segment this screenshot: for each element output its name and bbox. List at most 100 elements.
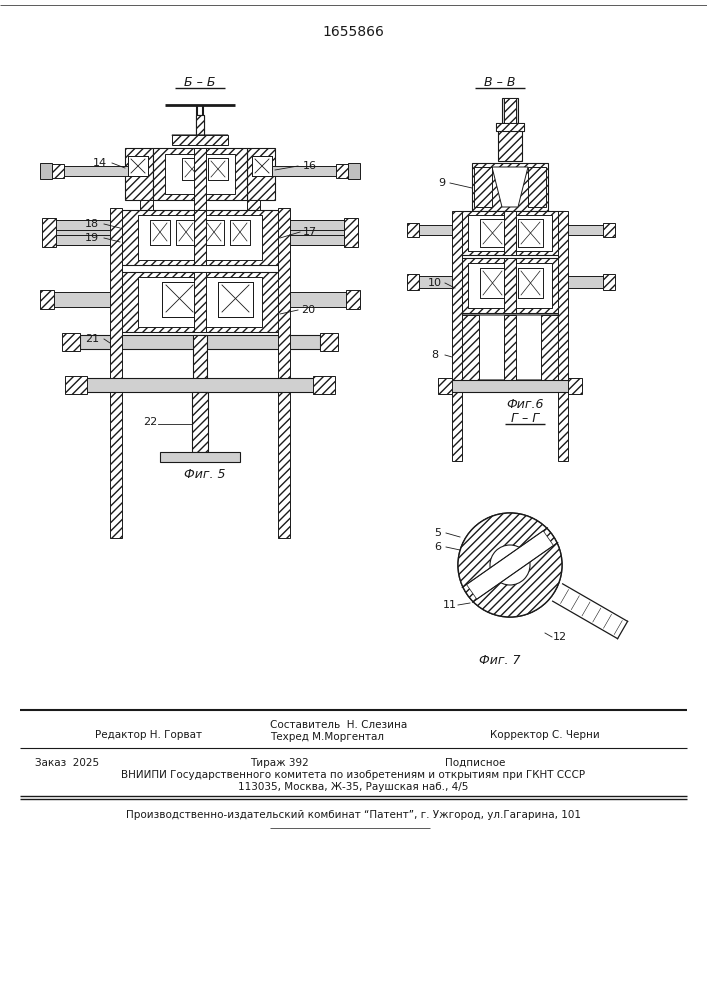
Bar	[518, 219, 543, 247]
Bar	[80, 335, 320, 349]
Bar	[344, 218, 358, 247]
Bar	[455, 211, 565, 255]
Bar	[558, 211, 568, 461]
Text: Производственно-издательский комбинат “Патент”, г. Ужгород, ул.Гагарина, 101: Производственно-издательский комбинат “П…	[126, 810, 580, 820]
Bar	[541, 315, 563, 380]
Text: Тираж 392: Тираж 392	[250, 758, 309, 768]
Bar	[252, 156, 272, 176]
Bar	[496, 123, 524, 131]
Bar	[504, 211, 516, 255]
Bar	[125, 148, 153, 200]
Bar	[348, 163, 360, 179]
Bar	[128, 156, 148, 176]
Bar	[150, 220, 170, 245]
Text: 8: 8	[431, 350, 438, 360]
Bar	[60, 166, 128, 176]
Text: Б – Б: Б – Б	[185, 76, 216, 89]
Text: Г – Г: Г – Г	[511, 412, 539, 424]
Text: 11: 11	[443, 600, 457, 610]
Bar	[502, 98, 518, 123]
Text: 12: 12	[553, 632, 567, 642]
Bar	[474, 167, 492, 207]
Bar	[450, 380, 570, 392]
Bar	[162, 282, 197, 317]
Bar	[480, 219, 505, 247]
Bar	[128, 156, 148, 176]
Bar	[480, 268, 505, 298]
Bar	[52, 235, 120, 245]
Bar	[280, 292, 348, 307]
Bar	[196, 115, 204, 135]
Circle shape	[490, 545, 530, 585]
Bar	[415, 276, 455, 288]
Bar	[280, 225, 348, 245]
Bar	[52, 220, 120, 230]
Bar	[480, 268, 505, 298]
Bar	[252, 156, 272, 176]
Bar	[247, 148, 275, 200]
Bar	[218, 282, 253, 317]
Polygon shape	[172, 135, 228, 145]
Polygon shape	[455, 315, 565, 380]
Bar	[230, 220, 250, 245]
Bar	[504, 258, 516, 313]
Bar	[208, 158, 228, 180]
Bar	[150, 220, 170, 245]
Text: 9: 9	[438, 178, 445, 188]
Text: 21: 21	[85, 334, 99, 344]
Bar	[176, 220, 196, 245]
Bar	[455, 258, 565, 313]
Bar	[280, 220, 348, 230]
Bar	[194, 210, 206, 265]
Text: 14: 14	[93, 158, 107, 168]
Text: 20: 20	[301, 305, 315, 315]
Text: 1655866: 1655866	[322, 25, 384, 39]
Bar	[472, 163, 548, 211]
Bar	[603, 223, 615, 237]
Text: Корректор С. Черни: Корректор С. Черни	[490, 730, 600, 740]
Bar	[498, 131, 522, 161]
Bar	[194, 272, 206, 332]
Bar	[407, 223, 419, 237]
Bar	[204, 220, 224, 245]
Bar	[336, 164, 350, 178]
Text: Заказ  2025: Заказ 2025	[35, 758, 99, 768]
Bar	[565, 225, 605, 235]
Bar	[162, 282, 197, 317]
Bar	[153, 148, 247, 200]
Bar	[313, 376, 335, 394]
Bar	[160, 452, 240, 462]
Bar	[518, 268, 543, 298]
Bar	[452, 211, 462, 461]
Text: Фиг.6: Фиг.6	[506, 398, 544, 412]
Bar	[518, 268, 543, 298]
Text: Фиг. 7: Фиг. 7	[479, 654, 521, 666]
Bar	[110, 208, 122, 538]
Text: 10: 10	[428, 278, 442, 288]
Polygon shape	[492, 167, 528, 207]
Circle shape	[458, 513, 562, 617]
Bar	[565, 276, 605, 288]
Bar	[52, 292, 120, 307]
Bar	[85, 378, 315, 392]
Bar	[504, 315, 516, 380]
Text: Составитель  Н. Слезина: Составитель Н. Слезина	[270, 720, 407, 730]
Bar	[194, 148, 206, 212]
Polygon shape	[467, 531, 554, 599]
Bar	[40, 290, 54, 309]
Bar	[193, 335, 207, 385]
Bar	[230, 220, 250, 245]
Bar	[496, 123, 524, 131]
Bar	[280, 235, 348, 245]
Bar	[138, 277, 262, 327]
Bar	[528, 167, 546, 207]
Text: В – В: В – В	[484, 76, 515, 89]
Text: ВНИИПИ Государственного комитета по изобретениям и открытиям при ГКНТ СССР: ВНИИПИ Государственного комитета по изоб…	[121, 770, 585, 780]
Text: 16: 16	[303, 161, 317, 171]
Bar	[196, 115, 204, 135]
Text: Редактор Н. Горват: Редактор Н. Горват	[95, 730, 202, 740]
Bar	[62, 333, 80, 351]
Bar	[40, 163, 52, 179]
Bar	[218, 282, 253, 317]
Bar	[120, 210, 280, 265]
